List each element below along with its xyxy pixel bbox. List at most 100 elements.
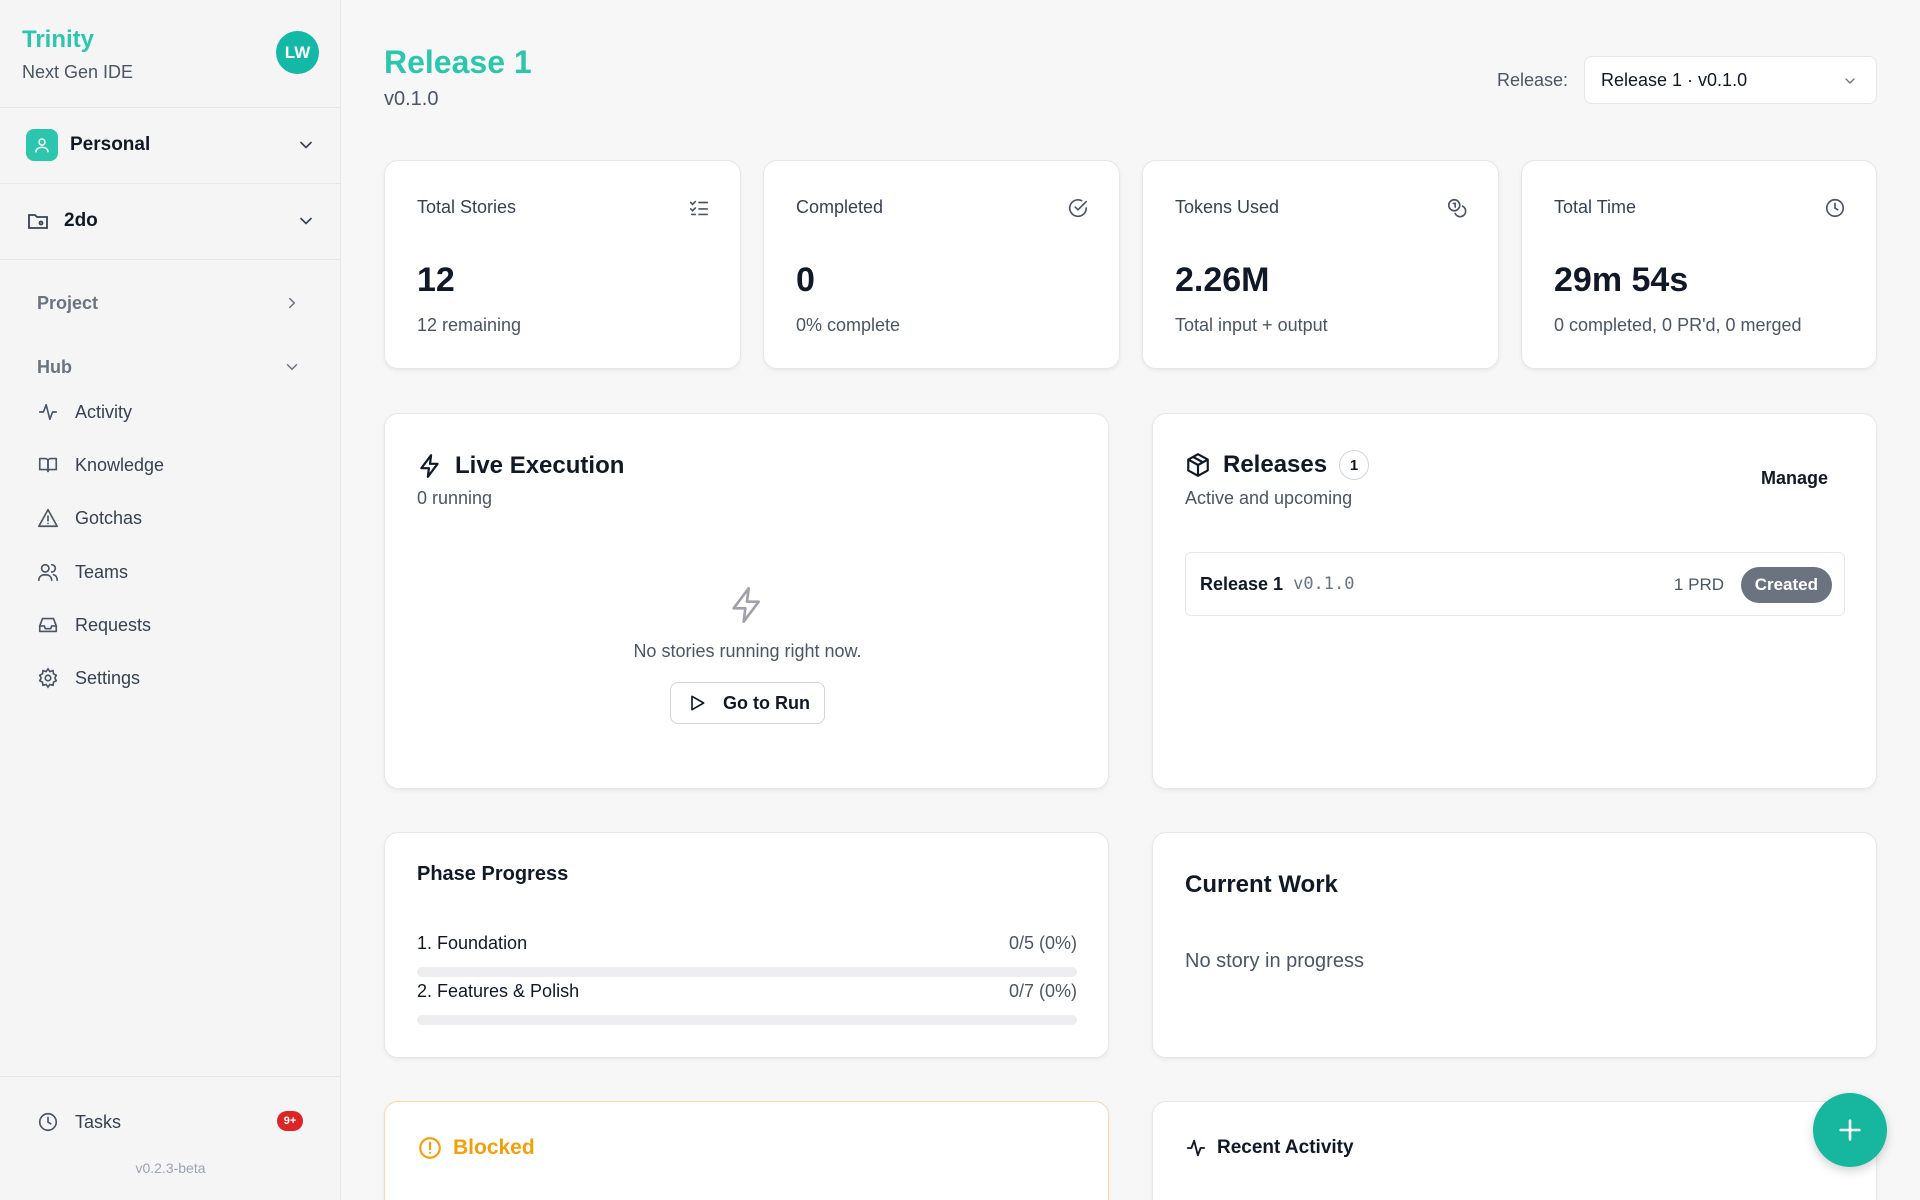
- stat-value: 12: [417, 261, 455, 299]
- sidebar-item-gotchas[interactable]: Gotchas: [37, 502, 301, 534]
- brand: Trinity Next Gen IDE: [22, 26, 133, 83]
- alert-circle-icon: [419, 1137, 441, 1159]
- releases-card: Releases 1 Active and upcoming Manage Re…: [1152, 413, 1877, 789]
- go-to-run-label: Go to Run: [723, 692, 810, 713]
- sidebar-item-activity[interactable]: Activity: [37, 396, 301, 428]
- current-work-title: Current Work: [1185, 871, 1338, 898]
- stat-sub: 12 remaining: [417, 315, 522, 335]
- stat-sub: Total input + output: [1175, 315, 1328, 335]
- release-row[interactable]: Release 1 v0.1.0 1 PRD Created: [1185, 552, 1845, 616]
- divider: [0, 183, 341, 184]
- add-button[interactable]: [1813, 1093, 1887, 1167]
- sidebar-item-requests[interactable]: Requests: [37, 609, 301, 641]
- phase-name: 2. Features & Polish: [417, 981, 580, 1001]
- live-execution-title: Live Execution: [455, 452, 625, 479]
- stat-card-total-time: Total Time 29m 54s 0 completed, 0 PR'd, …: [1521, 160, 1877, 369]
- current-work-empty: No story in progress: [1185, 950, 1364, 972]
- release-select[interactable]: Release 1 · v0.1.0: [1584, 56, 1877, 104]
- phase-value: 0/5 (0%): [1008, 933, 1077, 953]
- live-execution-subtitle: 0 running: [417, 488, 493, 508]
- page-title: Release 1: [384, 44, 532, 80]
- phase-progress-title: Phase Progress: [417, 863, 569, 885]
- sidebar-item-knowledge[interactable]: Knowledge: [37, 449, 301, 481]
- workspace-switcher[interactable]: Personal: [26, 128, 316, 162]
- chevron-right-icon: [283, 294, 301, 312]
- plus-icon: [1839, 1119, 1861, 1141]
- manage-button[interactable]: Manage: [1760, 468, 1828, 488]
- chevron-down-icon: [1842, 73, 1858, 89]
- page-version: v0.1.0: [384, 88, 439, 110]
- empty-state-text: No stories running right now.: [633, 641, 862, 661]
- sidebar-item-settings[interactable]: Settings: [37, 662, 301, 694]
- section-project[interactable]: Project: [37, 291, 301, 315]
- book-icon: [38, 457, 58, 473]
- progress-bar: [417, 1015, 1077, 1025]
- chevron-down-icon: [283, 358, 301, 376]
- activity-icon: [38, 403, 58, 421]
- go-to-run-button[interactable]: Go to Run: [670, 682, 825, 724]
- list-checks-icon: [689, 200, 709, 216]
- sidebar-item-label: Requests: [75, 614, 152, 635]
- sidebar-item-teams[interactable]: Teams: [37, 556, 301, 588]
- project-switcher[interactable]: 2do: [26, 204, 316, 238]
- check-circle-icon: [1068, 199, 1088, 218]
- recent-activity-header: Recent Activity: [1185, 1137, 1354, 1159]
- brand-subtitle: Next Gen IDE: [22, 62, 134, 82]
- stat-label: Total Time: [1554, 197, 1637, 217]
- stat-label: Completed: [796, 197, 884, 217]
- stat-card-tokens: Tokens Used 2.26M Total input + output: [1142, 160, 1499, 369]
- release-version: v0.1.0: [1293, 574, 1355, 594]
- stat-label: Tokens Used: [1175, 197, 1280, 217]
- release-name: Release 1: [1200, 573, 1284, 594]
- avatar[interactable]: LW: [276, 31, 319, 74]
- inbox-icon: [38, 617, 58, 633]
- releases-subtitle: Active and upcoming: [1185, 488, 1353, 508]
- releases-count: 1: [1339, 450, 1370, 480]
- blocked-title: Blocked: [453, 1136, 535, 1159]
- sidebar-item-tasks[interactable]: Tasks: [37, 1106, 301, 1138]
- brand-name: Trinity: [22, 26, 95, 53]
- release-select-label: Release:: [1497, 70, 1569, 90]
- phase-value: 0/7 (0%): [1008, 981, 1077, 1001]
- package-icon: [1187, 453, 1209, 477]
- lightning-icon: [420, 454, 439, 478]
- project-label: 2do: [64, 210, 98, 231]
- clock-icon: [38, 1112, 58, 1132]
- gear-icon: [38, 667, 58, 689]
- app-version: v0.2.3-beta: [135, 1160, 206, 1176]
- status-badge: Created: [1740, 567, 1832, 603]
- chevron-down-icon: [296, 211, 316, 231]
- tasks-badge: 9+: [277, 1111, 303, 1131]
- divider: [0, 1076, 341, 1077]
- sidebar-item-label: Teams: [75, 561, 129, 582]
- section-hub[interactable]: Hub: [37, 355, 301, 379]
- current-work-card: Current Work No story in progress: [1152, 832, 1877, 1058]
- releases-header: Releases 1: [1185, 450, 1370, 480]
- play-icon: [691, 695, 705, 711]
- stat-value: 0: [796, 261, 815, 299]
- recent-activity-card: Recent Activity: [1152, 1101, 1877, 1200]
- divider: [0, 259, 341, 260]
- workspace-label: Personal: [70, 134, 151, 155]
- stat-card-total-stories: Total Stories 12 12 remaining: [384, 160, 741, 369]
- sidebar-item-label: Knowledge: [75, 454, 165, 475]
- blocked-card: Blocked: [384, 1101, 1109, 1200]
- progress-bar: [417, 967, 1077, 977]
- phase-row: 2. Features & Polish 0/7 (0%): [417, 981, 1077, 1025]
- clock-icon: [1825, 198, 1845, 218]
- phase-name: 1. Foundation: [417, 933, 528, 953]
- sidebar: Trinity Next Gen IDE LW Personal 2do Pro…: [0, 0, 341, 1200]
- stat-label: Total Stories: [417, 197, 517, 217]
- stat-value: 2.26M: [1175, 261, 1270, 299]
- sidebar-item-label: Tasks: [75, 1111, 122, 1132]
- phase-progress-card: Phase Progress 1. Foundation 0/5 (0%) 2.…: [384, 832, 1109, 1058]
- folder-git-icon: [26, 209, 50, 233]
- live-execution-header: Live Execution: [417, 452, 624, 480]
- sidebar-item-label: Activity: [75, 401, 133, 422]
- warning-triangle-icon: [38, 508, 58, 528]
- user-icon: [26, 129, 58, 161]
- stat-sub: 0% complete: [796, 315, 901, 335]
- sidebar-item-label: Settings: [75, 667, 141, 688]
- release-prd-count: 1 PRD: [1673, 575, 1724, 594]
- stat-card-completed: Completed 0 0% complete: [763, 160, 1120, 369]
